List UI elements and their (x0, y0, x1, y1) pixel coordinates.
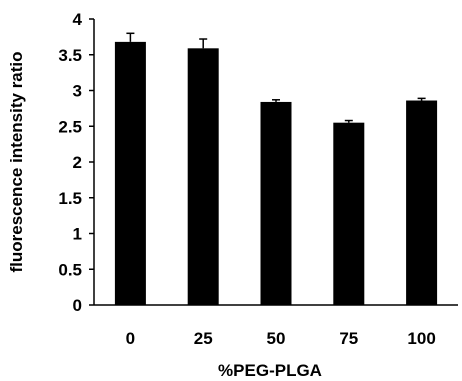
y-ticks-group: 0 0.5 1 1.5 2 2.5 3 3.5 4 (58, 10, 94, 315)
y-tick-label: 3.5 (58, 46, 82, 65)
bar-0 (114, 41, 146, 305)
bar-50 (260, 101, 292, 305)
y-tick-label: 1.5 (58, 189, 82, 208)
y-tick-label: 1 (73, 225, 82, 244)
x-tick-label: 0 (126, 329, 135, 348)
y-tick-label: 2 (73, 153, 82, 172)
bar-25 (187, 48, 219, 305)
x-tick-label: 75 (339, 329, 358, 348)
bars-group (114, 41, 438, 305)
y-tick-label: 0 (73, 296, 82, 315)
y-tick-label: 0.5 (58, 260, 82, 279)
y-tick-label: 2.5 (58, 117, 82, 136)
x-ticks-group: 0 25 50 75 100 (126, 329, 436, 348)
x-tick-label: 100 (407, 329, 435, 348)
y-tick-label: 3 (73, 82, 82, 101)
x-tick-label: 50 (267, 329, 286, 348)
x-axis-title: %PEG-PLGA (218, 361, 322, 380)
error-bars-group (126, 32, 426, 123)
x-tick-label: 25 (194, 329, 213, 348)
y-tick-label: 4 (73, 10, 83, 29)
bar-75 (333, 122, 365, 305)
y-axis-title: fluorescence intensity ratio (7, 51, 26, 272)
bar-100 (406, 100, 438, 305)
